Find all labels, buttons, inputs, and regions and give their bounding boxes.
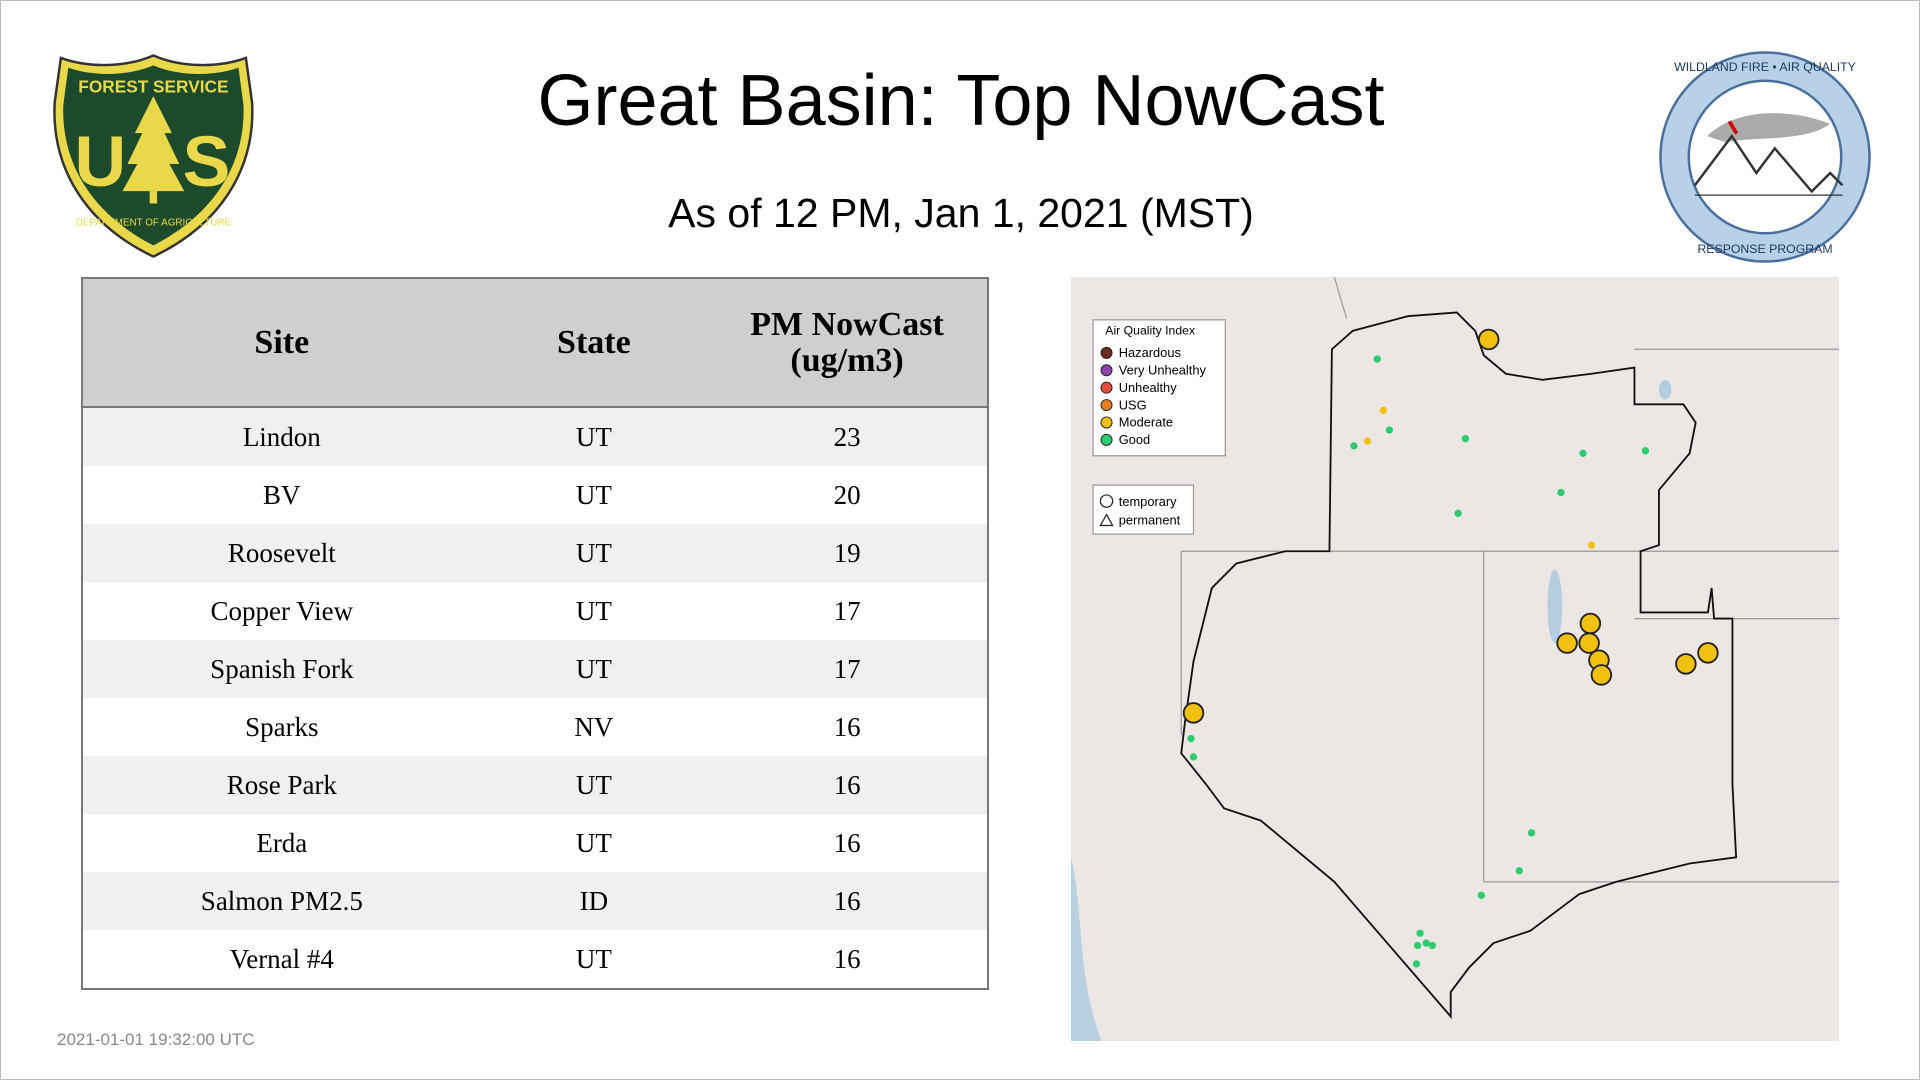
header-row: Site State PM NowCast (ug/m3)	[82, 278, 988, 408]
table-row: Copper View UT 17	[82, 582, 988, 640]
table-cell: Vernal #4	[229, 943, 334, 974]
logo-text: U	[75, 122, 127, 202]
table-cell: ID	[480, 872, 708, 930]
logo-text: FOREST SERVICE	[78, 76, 228, 96]
legend-label: Unhealthy	[1119, 380, 1177, 395]
table-cell: 17	[833, 595, 861, 626]
legend-swatch	[1100, 364, 1113, 377]
table-cell: Lindon	[82, 407, 481, 466]
table-cell: 16	[707, 756, 988, 814]
table-cell: BV	[263, 479, 301, 510]
table-cell: UT	[480, 407, 708, 466]
table-cell: UT	[480, 640, 708, 698]
table-cell: Roosevelt	[82, 524, 481, 582]
table-row: Spanish Fork UT 17	[82, 640, 988, 698]
legend-swatch	[1100, 346, 1113, 359]
shape-label: permanent	[1119, 512, 1181, 527]
wfaq-logo: WILDLAND FIRE • AIR QUALITY RESPONSE PRO…	[1659, 51, 1871, 263]
table-cell: 16	[833, 827, 861, 858]
map: Air Quality Index Hazardous Very Unhealth…	[1071, 277, 1839, 1041]
table-cell: 17	[707, 640, 988, 698]
logo-text: WILDLAND FIRE • AIR QUALITY	[1674, 60, 1856, 74]
legend-label: Moderate	[1119, 415, 1173, 430]
table-cell: Salmon PM2.5	[82, 872, 481, 930]
table-cell: 16	[833, 943, 861, 974]
table-row: Lindon UT 23	[82, 407, 988, 466]
nowcast-table: Site State PM NowCast (ug/m3) Lindon UT 23 BV…	[81, 277, 989, 990]
table-cell: 16	[833, 711, 861, 742]
legend-title: Air Quality Index	[1105, 324, 1195, 338]
table-row: Roosevelt UT 19	[82, 524, 988, 582]
legend-swatch	[1100, 433, 1113, 446]
legend-label: Hazardous	[1119, 345, 1181, 360]
table-cell: Spanish Fork	[82, 640, 481, 698]
table-row: Sparks NV 16	[82, 698, 988, 756]
column-header: PM NowCast (ug/m3)	[707, 278, 988, 408]
subtitle: As of 12 PM, Jan 1, 2021 (MST)	[668, 190, 1254, 236]
table-cell: 19	[707, 524, 988, 582]
logo-text: RESPONSE PROGRAM	[1697, 242, 1832, 256]
table-cell: UT	[575, 943, 612, 974]
table-cell: NV	[574, 711, 614, 742]
legend-label: USG	[1119, 397, 1147, 412]
table-row: BV UT 20	[82, 466, 988, 524]
table-cell: Erda	[256, 827, 308, 858]
table-cell: Rose Park	[82, 756, 481, 814]
legend-swatch	[1100, 381, 1113, 394]
timestamp: 2021-01-01 19:32:00 UTC	[57, 1030, 255, 1049]
legend-swatch	[1100, 399, 1113, 412]
table-cell: 23	[707, 407, 988, 466]
table-cell: 16	[707, 872, 988, 930]
legend-swatch	[1100, 416, 1113, 429]
table-cell: UT	[575, 827, 612, 858]
table-cell: Copper View	[210, 595, 354, 626]
usfs-logo: FOREST SERVICE U S DEPARTMENT OF AGRICUL…	[53, 54, 254, 258]
table-row: Rose Park UT 16	[82, 756, 988, 814]
table-cell: Sparks	[245, 711, 319, 742]
table-cell: UT	[480, 524, 708, 582]
logo-text: DEPARTMENT OF AGRICULTURE	[76, 218, 232, 229]
logo-text: S	[183, 122, 231, 202]
legend-label: Very Unhealthy	[1119, 363, 1207, 378]
title: Great Basin: Top NowCast	[537, 61, 1385, 141]
table-cell: 20	[833, 479, 861, 510]
shape-label: temporary	[1119, 494, 1177, 509]
column-header: Site	[82, 278, 481, 408]
column-header: State	[480, 278, 708, 408]
table-row: Vernal #4 UT 16	[82, 930, 988, 989]
table-body: Lindon UT 23 BV UT 20 Roosevelt UT 19 Copper View…	[82, 407, 988, 989]
table-cell: UT	[575, 479, 612, 510]
table-cell: UT	[575, 595, 612, 626]
table-row: Erda UT 16	[82, 814, 988, 872]
table-cell: UT	[480, 756, 708, 814]
table-row: Salmon PM2.5 ID 16	[82, 872, 988, 930]
legend-label: Good	[1119, 432, 1150, 447]
